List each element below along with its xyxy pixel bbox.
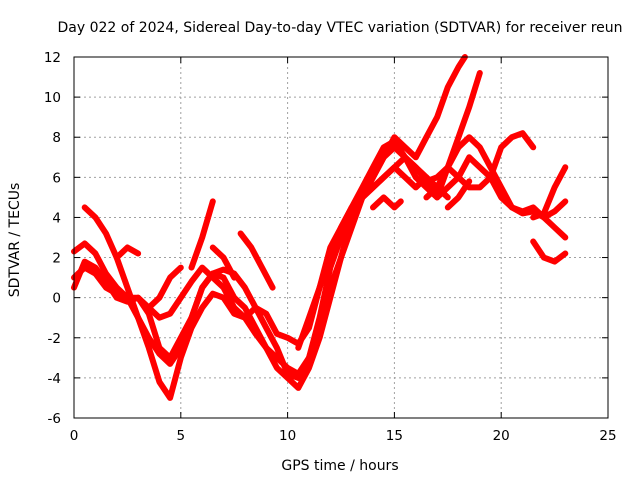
y-tick-label: 8 — [52, 130, 61, 146]
series-line-sat-n — [530, 238, 569, 265]
y-tick-label: -6 — [48, 411, 61, 427]
chart-title: Day 022 of 2024, Sidereal Day-to-day VTE… — [57, 20, 622, 36]
x-tick-label: 0 — [70, 428, 79, 444]
x-tick-label: 10 — [279, 428, 296, 444]
x-tick-label: 25 — [599, 428, 616, 444]
x-axis-label: GPS time / hours — [281, 458, 398, 474]
series-line-sat-k — [370, 194, 404, 211]
series-line-sat-o — [530, 164, 569, 221]
series-line-sat-b — [71, 70, 483, 391]
series-line-sat-c — [81, 134, 569, 381]
x-tick-label: 15 — [386, 428, 403, 444]
series-line-sat-e — [295, 130, 537, 351]
series-line-sat-m — [444, 178, 473, 211]
plot-frame — [73, 56, 609, 419]
x-tick-label: 20 — [493, 428, 510, 444]
y-axis-label: SDTVAR / TECUs — [7, 183, 23, 298]
series-line-sat-f — [113, 244, 142, 261]
series-line-sat-h — [188, 198, 216, 271]
y-tick-label: 6 — [52, 170, 61, 186]
series-line-sat-d — [71, 138, 569, 377]
y-tick-label: -4 — [48, 371, 61, 387]
ticks: 0 5 10 15 20 25 -6 -4 -2 0 2 4 6 8 10 12 — [44, 50, 617, 444]
series-group — [71, 54, 569, 401]
y-tick-label: 4 — [52, 210, 61, 226]
y-tick-label: 0 — [52, 291, 61, 307]
series-line-sat-g — [145, 264, 184, 311]
y-tick-label: 10 — [44, 90, 61, 106]
y-tick-label: 12 — [44, 50, 61, 66]
y-tick-label: -2 — [48, 331, 61, 347]
series-line-sat-j — [237, 230, 276, 291]
x-tick-label: 5 — [177, 428, 186, 444]
series-line-sat-i — [209, 244, 238, 281]
y-tick-label: 2 — [52, 251, 61, 267]
series-line-sat-l — [423, 184, 451, 201]
